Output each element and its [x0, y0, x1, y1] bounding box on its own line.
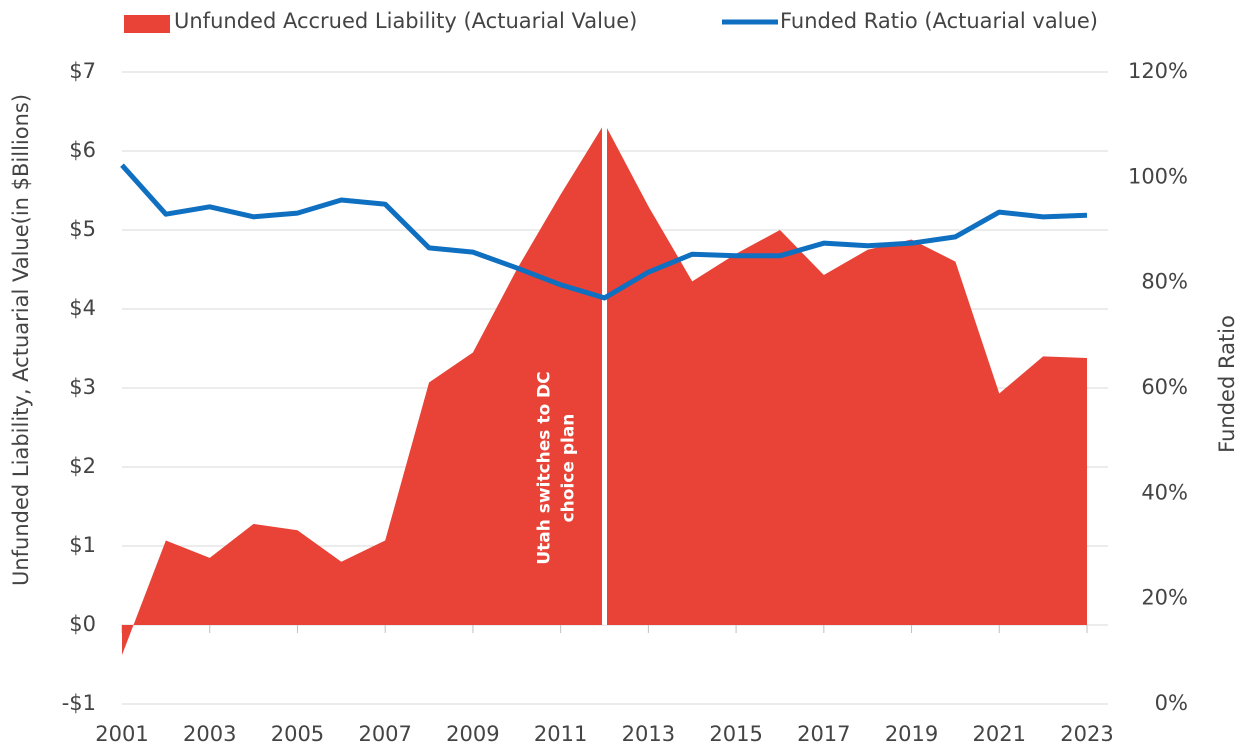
x-tick-label: 2003	[183, 722, 236, 746]
y-tick-label: $3	[69, 375, 96, 399]
y2-axis-label: Funded Ratio	[1215, 315, 1239, 453]
x-tick-label: 2009	[446, 722, 499, 746]
y-tick-label: $4	[69, 296, 96, 320]
y-tick-label: $7	[69, 59, 96, 83]
y2-tick-label: 80%	[1141, 270, 1188, 294]
legend-swatch	[124, 15, 170, 33]
annotation-text: choice plan	[559, 414, 579, 523]
x-tick-label: 2023	[1060, 722, 1113, 746]
x-tick-label: 2021	[973, 722, 1026, 746]
x-tick-label: 2015	[709, 722, 762, 746]
y-tick-label: $6	[69, 138, 96, 162]
x-tick-label: 2007	[358, 722, 411, 746]
y-tick-label: $1	[69, 533, 96, 557]
x-tick-label: 2019	[885, 722, 938, 746]
x-tick-label: 2001	[95, 722, 148, 746]
x-tick-label: 2013	[622, 722, 675, 746]
x-tick-label: 2005	[271, 722, 324, 746]
y-tick-label: -$1	[62, 691, 96, 715]
y-axis-label: Unfunded Liability, Actuarial Value(in $…	[9, 94, 33, 586]
legend-label: Funded Ratio (Actuarial value)	[780, 9, 1098, 33]
y-tick-label: $0	[69, 612, 96, 636]
y2-tick-label: 60%	[1141, 375, 1188, 399]
y2-tick-label: 40%	[1141, 480, 1188, 504]
y2-tick-label: 0%	[1155, 691, 1188, 715]
line	[120, 163, 1088, 301]
x-tick-label: 2011	[534, 722, 587, 746]
annotation-text: Utah switches to DC	[535, 371, 555, 564]
y2-tick-label: 100%	[1128, 164, 1188, 188]
y-tick-label: $5	[69, 217, 96, 241]
legend-label: Unfunded Accrued Liability (Actuarial Va…	[174, 9, 637, 33]
y-tick-label: $2	[69, 454, 96, 478]
x-tick-label: 2017	[797, 722, 850, 746]
y2-tick-label: 120%	[1128, 59, 1188, 83]
y2-tick-label: 20%	[1141, 586, 1188, 610]
